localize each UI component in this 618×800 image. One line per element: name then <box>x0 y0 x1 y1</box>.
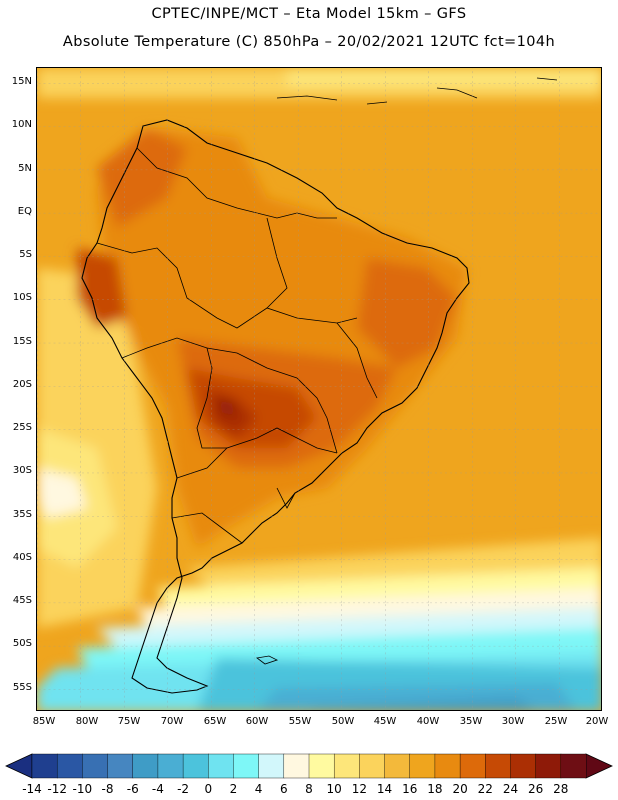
lon-label: 50W <box>331 716 355 727</box>
colorbar-tick-label: -8 <box>101 782 114 796</box>
colorbar-cell <box>308 753 335 779</box>
colorbar-tick-label: 12 <box>351 782 367 796</box>
colorbar-cell <box>56 753 83 779</box>
lat-label: 35S <box>12 509 32 520</box>
lat-label: 10S <box>12 292 32 303</box>
map-panel <box>36 67 602 711</box>
colorbar-cell <box>384 753 411 779</box>
colorbar-cell <box>132 753 159 779</box>
colorbar-tick-label: 18 <box>427 782 443 796</box>
lat-label: 40S <box>12 552 32 563</box>
colorbar-tick-label: 26 <box>527 782 544 796</box>
lon-label: 60W <box>245 716 269 727</box>
colorbar-cell <box>409 753 436 779</box>
colorbar-tick-label: 28 <box>553 782 569 796</box>
colorbar-tick-label: 0 <box>204 782 213 796</box>
colorbar-cell <box>459 753 486 779</box>
colorbar-tick-label: 6 <box>279 782 288 796</box>
colorbar-tick-label: -10 <box>72 782 93 796</box>
colorbar-cell <box>182 753 209 779</box>
lat-label: 5S <box>19 249 32 260</box>
lon-label: 20W <box>585 716 609 727</box>
colorbar-cell <box>82 753 109 779</box>
colorbar-cell <box>233 753 260 779</box>
lat-label: 10N <box>11 119 32 130</box>
colorbar-tick-label: -4 <box>151 782 164 796</box>
lat-label: EQ <box>17 206 32 217</box>
lat-label: 45S <box>12 595 32 606</box>
colorbar-cells <box>31 753 587 779</box>
colorbar-tick-label: 16 <box>402 782 418 796</box>
colorbar-tick-label: 10 <box>326 782 342 796</box>
colorbar-cell <box>560 753 587 779</box>
colorbar-tick-label: 24 <box>502 782 519 796</box>
colorbar-tick-label: 22 <box>477 782 493 796</box>
lon-label: 70W <box>160 716 184 727</box>
title-line-1: CPTEC/INPE/MCT – Eta Model 15km – GFS <box>151 6 467 22</box>
lat-label: 55S <box>12 682 32 693</box>
colorbar-tick-label: 2 <box>229 782 238 796</box>
colorbar-cell <box>283 753 310 779</box>
colorbar-tick-label: -6 <box>126 782 139 796</box>
colorbar-cell <box>258 753 285 779</box>
lat-label: 15N <box>11 76 32 87</box>
colorbar-cell <box>208 753 234 779</box>
colorbar-hot-arrow <box>585 753 613 779</box>
colorbar-tick-label: 8 <box>305 782 313 796</box>
lon-label: 65W <box>203 716 227 727</box>
title-line-2: Absolute Temperature (C) 850hPa – 20/02/… <box>62 34 556 50</box>
temperature-map <box>37 68 601 710</box>
lon-label: 85W <box>32 716 56 727</box>
lon-label: 30W <box>501 716 525 727</box>
colorbar-cell <box>333 753 360 779</box>
lon-label: 55W <box>288 716 312 727</box>
colorbar-cell <box>157 753 184 779</box>
lon-label: 80W <box>75 716 99 727</box>
colorbar <box>5 753 613 779</box>
colorbar-tick-label: 4 <box>254 782 263 796</box>
colorbar-tick-label: -2 <box>177 782 190 796</box>
lat-label: 20S <box>12 379 32 390</box>
lat-label: 50S <box>12 638 32 649</box>
lon-label: 45W <box>373 716 397 727</box>
lon-label: 25W <box>544 716 568 727</box>
colorbar-cold-arrow <box>5 753 33 779</box>
lat-label: 30S <box>12 465 32 476</box>
lat-lon-grid <box>37 68 601 710</box>
lat-label: 5N <box>18 163 32 174</box>
colorbar-tick-label: 20 <box>452 782 468 796</box>
colorbar-tick-label: 14 <box>376 782 393 796</box>
lon-label: 40W <box>416 716 440 727</box>
colorbar-tick-label: -12 <box>47 782 67 796</box>
colorbar-cell <box>510 753 537 779</box>
lat-label: 15S <box>12 336 32 347</box>
lat-label: 25S <box>12 422 32 433</box>
colorbar-cell <box>107 753 134 779</box>
colorbar-cell <box>359 753 386 779</box>
colorbar-cell <box>535 753 562 779</box>
colorbar-cell <box>434 753 461 779</box>
lon-label: 35W <box>459 716 483 727</box>
colorbar-tick-label: -14 <box>22 782 42 796</box>
colorbar-cell <box>31 753 58 779</box>
lon-label: 75W <box>117 716 141 727</box>
colorbar-cell <box>485 753 511 779</box>
